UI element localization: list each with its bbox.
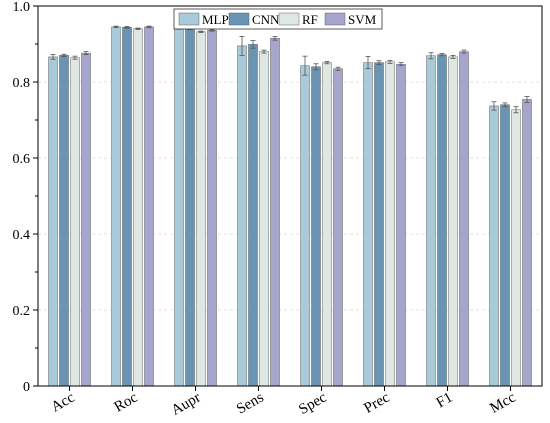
bar — [248, 44, 258, 387]
bar — [511, 109, 521, 387]
bar — [522, 99, 532, 387]
bar — [196, 31, 206, 387]
bar — [489, 105, 499, 387]
error-bars — [50, 25, 530, 114]
bar — [111, 26, 121, 387]
bar — [133, 28, 143, 387]
bar — [237, 45, 247, 387]
bar — [59, 55, 69, 387]
bar — [300, 65, 310, 387]
bar — [81, 52, 91, 387]
bar — [70, 57, 80, 387]
legend-swatch — [324, 12, 346, 26]
x-tick-label: Prec — [361, 389, 392, 416]
bar — [333, 68, 343, 387]
bar — [426, 55, 436, 387]
bar — [385, 61, 395, 387]
bars — [48, 26, 532, 387]
bar — [174, 28, 184, 387]
bar — [437, 54, 447, 387]
bar — [270, 38, 280, 387]
bar — [185, 28, 195, 387]
bar — [363, 62, 373, 387]
legend-label: RF — [302, 12, 318, 27]
bar — [459, 51, 469, 387]
bar — [144, 26, 154, 387]
x-tick-label: Mcc — [487, 389, 518, 416]
y-tick-label: 0.6 — [13, 152, 31, 167]
bar — [396, 63, 406, 387]
x-tick-label: Roc — [112, 389, 141, 415]
bar — [48, 56, 58, 387]
legend: MLP CNN RF SVM — [173, 8, 383, 30]
y-tick-label: 0.4 — [13, 228, 31, 243]
y-tick-label: 0.8 — [13, 76, 31, 91]
x-tick-label: Sens — [234, 390, 267, 418]
x-tick-label: Aupr — [169, 390, 204, 419]
y-tick-label: 0 — [23, 380, 30, 395]
bar — [122, 27, 132, 387]
legend-swatch — [178, 12, 200, 26]
x-tick-label: Spec — [296, 389, 330, 418]
bar — [322, 62, 332, 387]
y-tick-label: 0.2 — [13, 304, 31, 319]
bar — [500, 104, 510, 387]
legend-label: MLP — [202, 12, 229, 27]
bar — [207, 30, 217, 387]
bar — [374, 62, 384, 387]
x-tick-label: F1 — [434, 390, 456, 412]
legend-swatch — [278, 12, 300, 26]
bar — [448, 56, 458, 387]
bar — [311, 66, 321, 387]
legend-label: SVM — [348, 12, 377, 27]
y-tick-label: 1.0 — [13, 0, 31, 15]
x-tick-label: Acc — [49, 389, 78, 415]
bar — [259, 51, 269, 387]
legend-label: CNN — [252, 12, 280, 27]
legend-swatch — [228, 12, 250, 26]
